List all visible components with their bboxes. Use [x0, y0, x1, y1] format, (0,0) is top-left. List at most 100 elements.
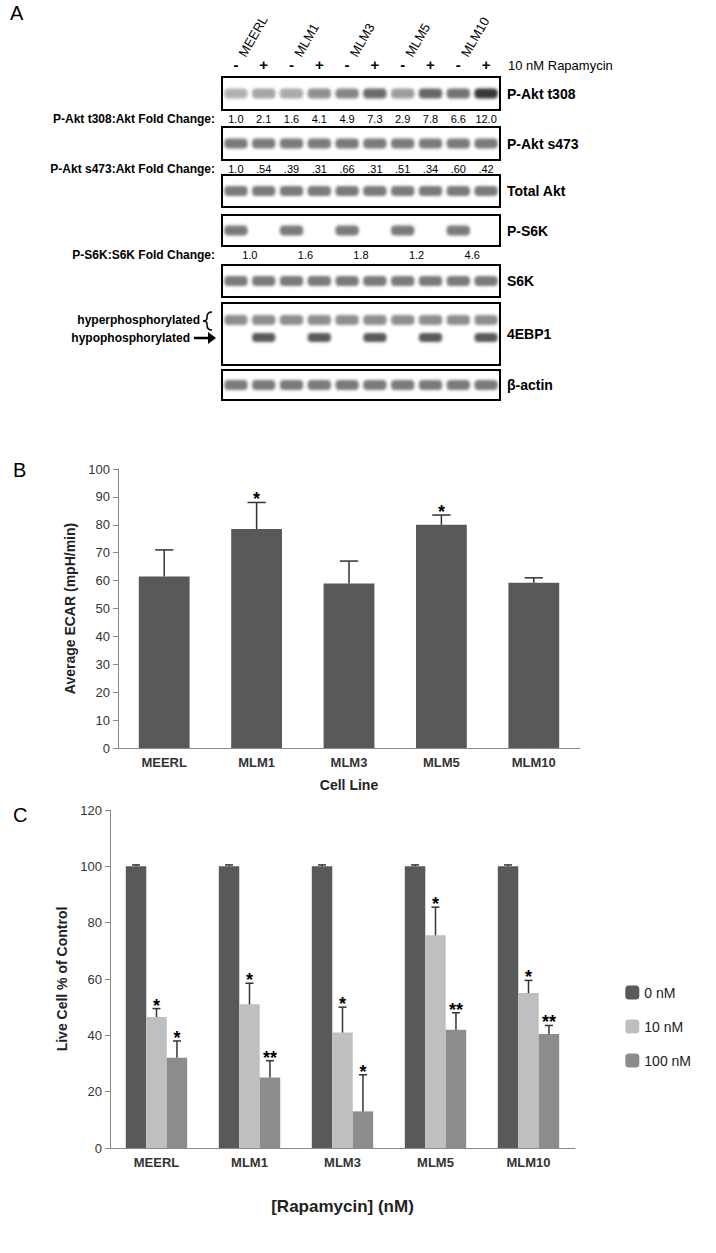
- svg-text:10 nM Rapamycin: 10 nM Rapamycin: [508, 58, 613, 73]
- svg-text:80: 80: [88, 915, 102, 930]
- svg-text:.66: .66: [339, 163, 354, 175]
- svg-text:P-Akt t308:Akt Fold Change:: P-Akt t308:Akt Fold Change:: [53, 112, 215, 126]
- svg-text:**: **: [449, 1000, 463, 1020]
- svg-text:MLM3: MLM3: [331, 755, 368, 770]
- svg-text:1.2: 1.2: [409, 249, 424, 261]
- svg-text:MLM3: MLM3: [347, 21, 378, 60]
- svg-text:12.0: 12.0: [475, 113, 496, 125]
- svg-text:60: 60: [88, 972, 102, 987]
- svg-text:1.6: 1.6: [284, 113, 299, 125]
- svg-text:6.6: 6.6: [451, 113, 466, 125]
- svg-text:MLM5: MLM5: [402, 21, 433, 60]
- svg-text:120: 120: [80, 803, 102, 818]
- svg-text:-: -: [233, 56, 238, 73]
- svg-text:.60: .60: [451, 163, 466, 175]
- svg-text:A: A: [10, 2, 24, 24]
- svg-text:100 nM: 100 nM: [644, 1053, 691, 1069]
- svg-text:β-actin: β-actin: [507, 377, 553, 393]
- svg-text:1.6: 1.6: [298, 249, 313, 261]
- svg-text:[Rapamycin] (nM): [Rapamycin] (nM): [271, 1197, 414, 1216]
- svg-text:P-Akt t308: P-Akt t308: [507, 86, 576, 102]
- svg-text:B: B: [13, 459, 26, 481]
- svg-text:+: +: [315, 56, 324, 73]
- svg-text:*: *: [359, 1062, 366, 1082]
- svg-text:100: 100: [88, 462, 110, 477]
- svg-text:.51: .51: [395, 163, 410, 175]
- svg-text:*: *: [153, 996, 160, 1016]
- svg-text:*: *: [253, 489, 260, 509]
- svg-text:40: 40: [88, 1028, 102, 1043]
- svg-text:1.0: 1.0: [242, 249, 257, 261]
- svg-text:0 nM: 0 nM: [644, 985, 675, 1001]
- svg-text:40: 40: [96, 629, 110, 644]
- svg-text:*: *: [246, 970, 253, 990]
- svg-text:+: +: [371, 56, 380, 73]
- svg-text:hyperphosphorylated: hyperphosphorylated: [77, 313, 200, 327]
- svg-text:MLM1: MLM1: [238, 755, 275, 770]
- svg-text:S6K: S6K: [507, 273, 534, 289]
- svg-text:**: **: [542, 1012, 556, 1032]
- svg-text:-: -: [289, 56, 294, 73]
- svg-text:*: *: [173, 1028, 180, 1048]
- svg-text:-: -: [456, 56, 461, 73]
- svg-text:MLM10: MLM10: [458, 14, 493, 59]
- svg-text:1.0: 1.0: [228, 113, 243, 125]
- svg-text:10: 10: [96, 713, 110, 728]
- svg-text:7.3: 7.3: [367, 113, 382, 125]
- svg-text:90: 90: [96, 489, 110, 504]
- svg-text:*: *: [432, 894, 439, 914]
- svg-text:MEERL: MEERL: [235, 13, 270, 59]
- svg-text:4.1: 4.1: [312, 113, 327, 125]
- svg-text:MLM10: MLM10: [506, 1155, 550, 1170]
- svg-text:4.9: 4.9: [339, 113, 354, 125]
- svg-text:2.9: 2.9: [395, 113, 410, 125]
- svg-text:+: +: [482, 56, 491, 73]
- svg-text:7.8: 7.8: [423, 113, 438, 125]
- svg-text:.31: .31: [367, 163, 382, 175]
- svg-text:.31: .31: [312, 163, 327, 175]
- svg-text:P-Akt s473:Akt Fold Change:: P-Akt s473:Akt Fold Change:: [50, 162, 215, 176]
- svg-text:MLM5: MLM5: [417, 1155, 454, 1170]
- svg-text:4.6: 4.6: [465, 249, 480, 261]
- svg-text:.39: .39: [284, 163, 299, 175]
- svg-text:80: 80: [96, 517, 110, 532]
- svg-text:.54: .54: [256, 163, 271, 175]
- svg-text:0: 0: [103, 741, 110, 756]
- svg-text:P-S6K:S6K Fold Change:: P-S6K:S6K Fold Change:: [72, 248, 215, 262]
- svg-text:MEERL: MEERL: [141, 755, 187, 770]
- svg-text:20: 20: [88, 1084, 102, 1099]
- svg-text:100: 100: [80, 859, 102, 874]
- svg-text:10 nM: 10 nM: [644, 1019, 683, 1035]
- svg-text:hypophosphorylated: hypophosphorylated: [71, 331, 190, 345]
- svg-text:MEERL: MEERL: [134, 1155, 180, 1170]
- svg-text:+: +: [259, 56, 268, 73]
- svg-text:P-S6K: P-S6K: [507, 223, 548, 239]
- svg-text:0: 0: [95, 1141, 102, 1156]
- svg-text:20: 20: [96, 685, 110, 700]
- svg-text:*: *: [339, 994, 346, 1014]
- svg-text:Live Cell % of Control: Live Cell % of Control: [54, 907, 70, 1052]
- svg-text:4EBP1: 4EBP1: [507, 326, 552, 342]
- svg-text:Average ECAR (mpH/min): Average ECAR (mpH/min): [62, 523, 78, 694]
- svg-text:+: +: [426, 56, 435, 73]
- svg-text:*: *: [525, 967, 532, 987]
- svg-text:*: *: [438, 502, 445, 522]
- svg-text:50: 50: [96, 601, 110, 616]
- svg-text:**: **: [263, 1048, 277, 1068]
- svg-text:1.8: 1.8: [353, 249, 368, 261]
- svg-text:C: C: [13, 804, 27, 826]
- svg-text:MLM10: MLM10: [512, 755, 556, 770]
- svg-text:1.0: 1.0: [228, 163, 243, 175]
- svg-text:Cell Line: Cell Line: [320, 777, 379, 793]
- svg-text:MLM3: MLM3: [324, 1155, 361, 1170]
- svg-text:-: -: [400, 56, 405, 73]
- svg-text:70: 70: [96, 545, 110, 560]
- svg-text:30: 30: [96, 657, 110, 672]
- svg-text:-: -: [345, 56, 350, 73]
- svg-text:.42: .42: [478, 163, 493, 175]
- svg-text:2.1: 2.1: [256, 113, 271, 125]
- svg-text:60: 60: [96, 573, 110, 588]
- svg-text:MLM5: MLM5: [423, 755, 460, 770]
- svg-text:MLM1: MLM1: [291, 21, 322, 60]
- svg-text:P-Akt s473: P-Akt s473: [507, 136, 579, 152]
